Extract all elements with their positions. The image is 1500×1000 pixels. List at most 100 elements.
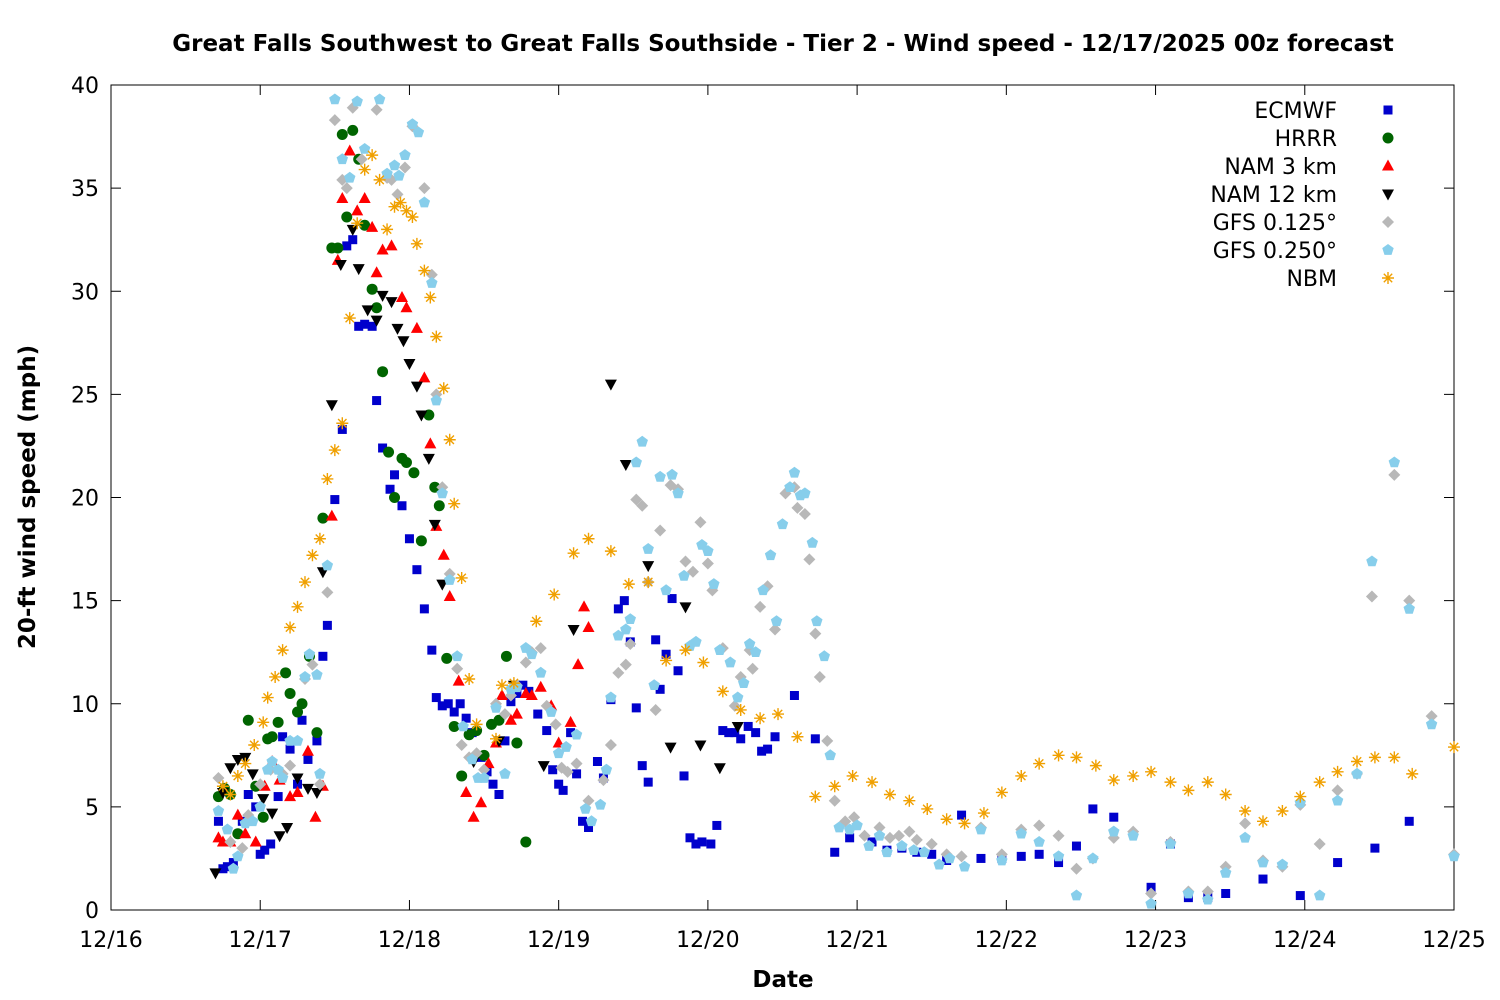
data-point	[1202, 893, 1214, 905]
data-point	[660, 584, 672, 596]
data-point	[317, 512, 329, 524]
data-point	[1221, 889, 1231, 898]
data-point	[664, 742, 677, 754]
data-point	[738, 677, 750, 688]
data-point	[246, 769, 259, 781]
data-point	[697, 656, 710, 669]
data-point	[1388, 468, 1401, 481]
data-point	[896, 840, 908, 851]
data-point	[431, 693, 441, 703]
data-point	[427, 645, 437, 655]
data-point	[594, 798, 607, 810]
data-point	[1448, 850, 1460, 862]
data-point	[306, 549, 319, 562]
data-point	[418, 182, 431, 195]
data-point	[351, 217, 364, 230]
legend-label: NAM 12 km	[1210, 183, 1337, 208]
data-point	[457, 720, 469, 732]
data-point	[809, 627, 822, 640]
data-point	[566, 728, 576, 738]
data-point	[1351, 767, 1363, 779]
data-point	[212, 805, 225, 816]
data-point	[584, 823, 594, 832]
data-point	[426, 277, 438, 288]
legend-marker	[1382, 272, 1394, 284]
data-point	[398, 161, 411, 174]
data-point	[393, 169, 405, 181]
data-point	[1070, 889, 1083, 901]
data-point	[451, 662, 464, 675]
data-point	[336, 191, 349, 203]
data-point	[772, 708, 785, 721]
data-point	[212, 772, 225, 784]
data-point	[1294, 790, 1307, 803]
data-point	[636, 499, 649, 512]
data-point	[643, 777, 653, 787]
data-point	[419, 604, 429, 614]
data-point	[297, 715, 307, 725]
data-point	[940, 813, 953, 826]
data-point	[336, 153, 348, 165]
data-point	[784, 481, 796, 493]
data-point	[355, 153, 368, 166]
data-point	[712, 820, 722, 830]
data-point	[630, 493, 643, 506]
data-point	[620, 623, 632, 635]
x-tick-label: 12/19	[527, 928, 590, 953]
data-point	[809, 790, 822, 803]
data-point	[570, 757, 583, 770]
data-point	[806, 536, 819, 548]
data-point	[298, 576, 311, 589]
data-point	[346, 224, 359, 236]
data-point	[708, 578, 720, 589]
data-point	[526, 648, 538, 660]
data-point	[301, 783, 314, 795]
data-point	[437, 382, 450, 395]
data-point	[642, 543, 654, 554]
data-point	[1070, 862, 1083, 875]
data-point	[455, 699, 465, 709]
data-point	[366, 283, 378, 295]
data-point	[284, 687, 296, 699]
data-point	[597, 774, 610, 787]
data-point	[636, 435, 648, 447]
data-point	[466, 753, 478, 765]
data-point	[266, 808, 279, 820]
y-tick-label: 30	[71, 280, 99, 305]
data-point	[770, 732, 780, 742]
data-point	[397, 501, 407, 511]
data-point	[716, 685, 729, 698]
data-point	[694, 516, 707, 529]
x-axis-label: Date	[752, 967, 813, 993]
data-point	[242, 714, 254, 726]
x-tick-label: 12/24	[1273, 928, 1336, 953]
data-point	[799, 487, 811, 499]
data-point	[582, 620, 595, 632]
data-point	[567, 547, 580, 560]
data-point	[221, 823, 234, 835]
data-point	[494, 790, 504, 799]
data-point	[578, 816, 588, 826]
data-point	[412, 126, 425, 138]
series-gfs-0-250-	[212, 93, 1460, 909]
data-point	[376, 243, 389, 255]
data-point	[1052, 850, 1065, 862]
data-point	[343, 144, 356, 156]
legend: ECMWF HRRR NAM 3 km NAM 12 km GFS 0.125° GFS …	[1210, 99, 1394, 292]
data-point	[425, 268, 438, 281]
data-point	[424, 437, 437, 449]
data-point	[418, 196, 431, 208]
data-point	[578, 600, 591, 612]
data-point	[520, 836, 532, 848]
data-point	[391, 188, 404, 201]
data-point	[558, 785, 568, 795]
data-point	[284, 734, 296, 746]
data-point	[321, 586, 334, 599]
data-point	[1033, 757, 1046, 770]
data-point	[437, 548, 450, 560]
data-point	[284, 790, 297, 802]
data-point	[654, 470, 666, 482]
series-ecmwf	[213, 235, 1414, 903]
data-point	[1145, 887, 1158, 900]
data-point	[833, 821, 845, 833]
